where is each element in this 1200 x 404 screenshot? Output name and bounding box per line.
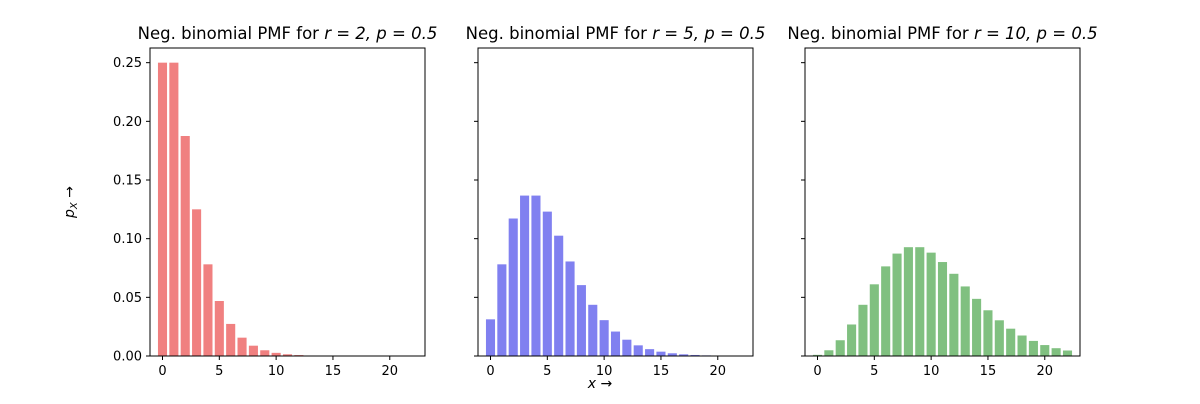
shared-x-axis-label: x →: [587, 376, 613, 392]
bar: [181, 136, 190, 356]
bar: [1006, 329, 1015, 356]
bar: [543, 212, 552, 356]
bar: [554, 236, 563, 356]
x-tick-label: 20: [1036, 364, 1053, 379]
bar: [1040, 345, 1049, 356]
bar: [497, 264, 506, 356]
bar: [600, 320, 609, 356]
bar: [995, 320, 1004, 356]
y-tick-label: 0.15: [113, 174, 142, 189]
bar: [858, 305, 867, 356]
bar: [634, 345, 643, 356]
bar: [961, 286, 970, 356]
plot-frame: [150, 48, 425, 356]
bar: [847, 324, 856, 356]
x-tick-label: 5: [215, 364, 223, 379]
bar: [260, 350, 269, 356]
y-tick-label: 0.20: [113, 115, 142, 130]
bar: [972, 299, 981, 356]
bar: [509, 218, 518, 356]
x-tick-label: 15: [653, 364, 670, 379]
shared-y-axis-label: pX →: [62, 186, 80, 219]
bar: [645, 349, 654, 356]
bar: [915, 247, 924, 356]
plot-frame: [478, 48, 753, 356]
x-tick-label: 10: [923, 364, 940, 379]
bar: [824, 350, 833, 356]
chart-panel-1: 0 5 10 15 20 0.00 0.05 0.10 0.15 0.20 0.25 Neg. bin…: [113, 24, 437, 379]
bar: [656, 352, 665, 356]
bar: [169, 63, 178, 356]
x-tick-label: 15: [325, 364, 342, 379]
y-tick-label: 0.05: [113, 291, 142, 306]
bar: [1018, 336, 1027, 356]
panel-title-text: Neg. binomial PMF for: [138, 24, 325, 43]
bar: [520, 196, 529, 356]
y-tick-label: 0.00: [113, 350, 142, 365]
panel-title-text: Neg. binomial PMF for: [466, 24, 653, 43]
panel-title: Neg. binomial PMF for r = 5, p = 0.5: [466, 24, 766, 43]
bar: [531, 196, 540, 356]
bar: [249, 346, 258, 356]
x-tick-label: 20: [381, 364, 398, 379]
bar: [226, 324, 235, 356]
bar: [938, 262, 947, 356]
x-tick-label: 15: [980, 364, 997, 379]
bar: [893, 254, 902, 356]
panel-title-math: r = 5, p = 0.5: [652, 24, 765, 43]
bar: [836, 340, 845, 356]
y-tick-label: 0.25: [113, 56, 142, 71]
y-axis-label-main: p: [62, 209, 78, 219]
x-tick-label: 10: [268, 364, 285, 379]
bar: [949, 274, 958, 356]
y-tick-label: 0.10: [113, 232, 142, 247]
bar: [1063, 350, 1072, 356]
bar: [588, 305, 597, 356]
bar: [158, 63, 167, 356]
bar: [1029, 341, 1038, 356]
bar: [881, 266, 890, 356]
bar: [486, 319, 495, 356]
x-tick-label: 0: [813, 364, 821, 379]
bar: [622, 340, 631, 356]
x-tick-label: 5: [870, 364, 878, 379]
panel-title: Neg. binomial PMF for r = 2, p = 0.5: [138, 24, 438, 43]
bar: [577, 285, 586, 356]
bar: [904, 247, 913, 356]
panels: 0 5 10 15 20 0.00 0.05 0.10 0.15 0.20 0.25 Neg. bin…: [113, 24, 1098, 379]
bar: [238, 338, 247, 356]
bar: [611, 332, 620, 356]
x-tick-label: 0: [486, 364, 494, 379]
bar: [192, 209, 201, 356]
x-tick-label: 5: [543, 364, 551, 379]
bar: [1052, 348, 1061, 356]
bar: [215, 301, 224, 356]
bar: [203, 264, 212, 356]
panel-title-text: Neg. binomial PMF for: [787, 24, 974, 43]
bar: [983, 310, 992, 356]
bar: [927, 253, 936, 356]
x-tick-label: 20: [709, 364, 726, 379]
y-axis-label-arrow: →: [62, 186, 78, 202]
bar: [870, 284, 879, 356]
panel-title: Neg. binomial PMF for r = 10, p = 0.5: [787, 24, 1097, 43]
x-tick-label: 0: [158, 364, 166, 379]
panel-title-math: r = 2, p = 0.5: [324, 24, 437, 43]
panel-title-math: r = 10, p = 0.5: [974, 24, 1098, 43]
bar: [566, 261, 575, 356]
chart-panel-3: 0 5 10 15 20 Neg. binomial PMF for r = 10, p …: [787, 24, 1097, 379]
